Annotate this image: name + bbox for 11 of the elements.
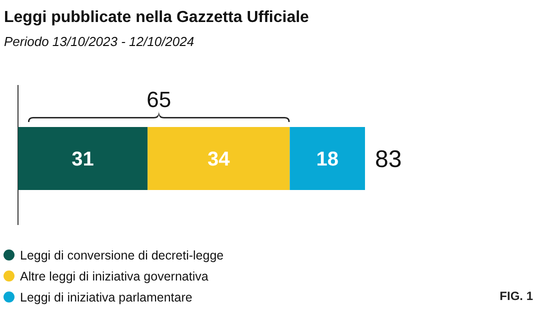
total-label: 83 — [375, 146, 402, 173]
legend-label: Leggi di conversione di decreti-legge — [20, 248, 224, 262]
legend-label: Altre leggi di iniziativa governativa — [20, 269, 208, 284]
chart-subtitle: Periodo 13/10/2023 - 12/10/2024 — [4, 34, 194, 49]
data-label: 31 — [72, 148, 94, 170]
legend-label: Leggi di iniziativa parlamentare — [20, 290, 192, 304]
data-label: 18 — [316, 148, 338, 170]
text: 65 — [146, 87, 172, 112]
chart-title: Leggi pubblicate nella Gazzetta Ufficiale — [4, 9, 310, 26]
data-label: 34 — [208, 148, 231, 170]
caption: FIG. 1 — [500, 289, 534, 303]
